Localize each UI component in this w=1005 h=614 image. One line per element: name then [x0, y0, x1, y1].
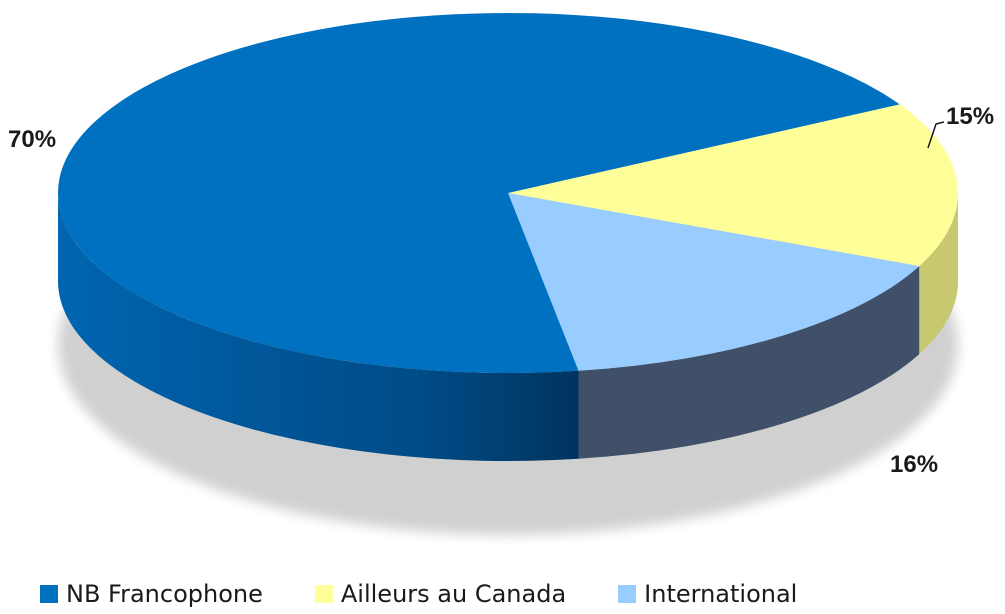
- pie-sides: [58, 193, 958, 462]
- legend-label-ailleurs-au-canada: Ailleurs au Canada: [340, 580, 567, 608]
- data-label-nb-francophone: 70%: [8, 126, 56, 153]
- legend: NB Francophone Ailleurs au Canada Intern…: [40, 580, 849, 608]
- legend-swatch-international: [618, 585, 637, 603]
- pie-slice-ailleurs-au-canada: [508, 104, 958, 267]
- pie-side-nb-francophone: [58, 193, 579, 462]
- data-label-international: 16%: [890, 451, 938, 478]
- pie-side-ailleurs-au-canada: [919, 193, 958, 355]
- legend-label-international: International: [644, 580, 798, 608]
- legend-item-international: International: [618, 580, 797, 608]
- pie-chart: 70% 15% 16%: [8, 13, 994, 535]
- data-label-ailleurs-au-canada: 15%: [946, 103, 994, 130]
- legend-swatch-ailleurs-au-canada: [314, 585, 333, 603]
- pie-side-international: [578, 266, 920, 459]
- legend-item-ailleurs-au-canada: Ailleurs au Canada: [314, 580, 567, 608]
- label-leader-line: [927, 121, 945, 149]
- legend-swatch-nb-francophone: [40, 585, 58, 603]
- pie-slice-international: [508, 193, 920, 371]
- pie-slice-nb-francophone: [58, 13, 900, 374]
- legend-label-nb-francophone: NB Francophone: [66, 580, 263, 608]
- pie-tops: [58, 13, 958, 374]
- legend-item-nb-francophone: NB Francophone: [40, 580, 263, 608]
